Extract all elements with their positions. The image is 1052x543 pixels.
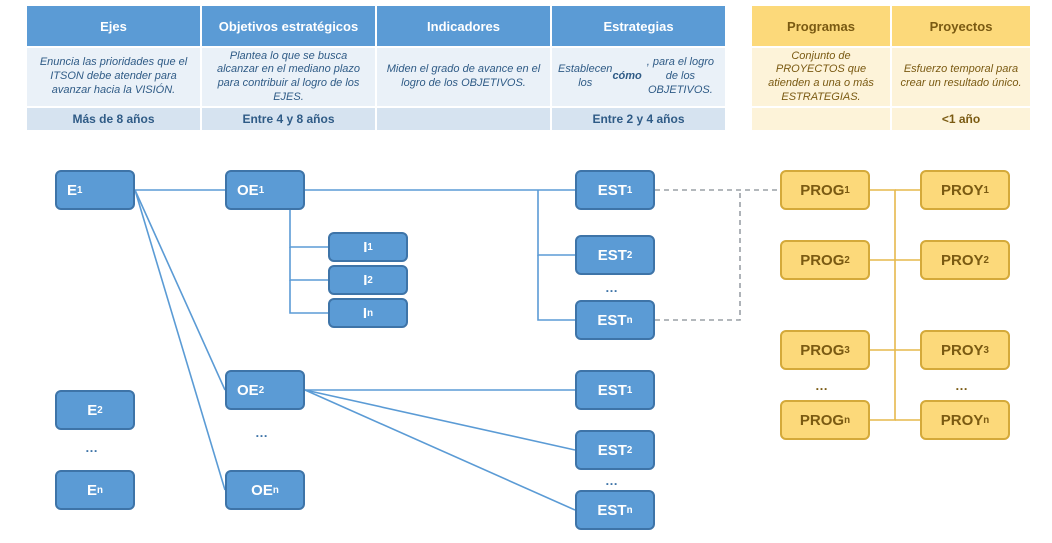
ell-OE: … — [255, 425, 268, 440]
node-OE2: OE2 — [225, 370, 305, 410]
header-desc-ejes: Enuncia las prioridades que el ITSON deb… — [27, 48, 200, 106]
node-EST1b: EST1 — [575, 370, 655, 410]
header-foot-proy: <1 año — [892, 108, 1030, 130]
header-title-prog: Programas — [752, 6, 890, 46]
node-PROY3: PROY3 — [920, 330, 1010, 370]
header-foot-est: Entre 2 y 4 años — [552, 108, 725, 130]
node-I2: I2 — [328, 265, 408, 295]
header-desc-proy: Esfuerzo temporal para crear un resultad… — [892, 48, 1030, 106]
ell-PROG: … — [815, 378, 828, 393]
node-I1: I1 — [328, 232, 408, 262]
header-title-est: Estrategias — [552, 6, 725, 46]
header-desc-est: Establecen los cómo, para el logro de lo… — [552, 48, 725, 106]
node-E2: E2 — [55, 390, 135, 430]
node-ESTnb: ESTn — [575, 490, 655, 530]
header-foot-obj: Entre 4 y 8 años — [202, 108, 375, 130]
node-PROY2: PROY2 — [920, 240, 1010, 280]
node-OE1: OE1 — [225, 170, 305, 210]
node-EST1a: EST1 — [575, 170, 655, 210]
header-foot-ejes: Más de 8 años — [27, 108, 200, 130]
header-desc-ind: Miden el grado de avance en el logro de … — [377, 48, 550, 106]
node-EST2a: EST2 — [575, 235, 655, 275]
header-title-obj: Objetivos estratégicos — [202, 6, 375, 46]
node-In: In — [328, 298, 408, 328]
node-PROGn: PROGn — [780, 400, 870, 440]
header-foot-prog — [752, 108, 890, 130]
node-OEn: OEn — [225, 470, 305, 510]
ell-E: … — [85, 440, 98, 455]
header-desc-prog: Conjunto de PROYECTOS que atienden a una… — [752, 48, 890, 106]
header-title-proy: Proyectos — [892, 6, 1030, 46]
header-title-ind: Indicadores — [377, 6, 550, 46]
header-title-ejes: Ejes — [27, 6, 200, 46]
node-EST2b: EST2 — [575, 430, 655, 470]
node-PROG1: PROG1 — [780, 170, 870, 210]
header-desc-obj: Plantea lo que se busca alcanzar en el m… — [202, 48, 375, 106]
header-foot-ind — [377, 108, 550, 130]
node-PROG3: PROG3 — [780, 330, 870, 370]
node-ESTna: ESTn — [575, 300, 655, 340]
node-E1: E1 — [55, 170, 135, 210]
node-PROYn: PROYn — [920, 400, 1010, 440]
node-PROG2: PROG2 — [780, 240, 870, 280]
ell-ESTb: … — [605, 473, 618, 488]
ell-PROY: … — [955, 378, 968, 393]
node-PROY1: PROY1 — [920, 170, 1010, 210]
node-En: En — [55, 470, 135, 510]
ell-ESTa: … — [605, 280, 618, 295]
